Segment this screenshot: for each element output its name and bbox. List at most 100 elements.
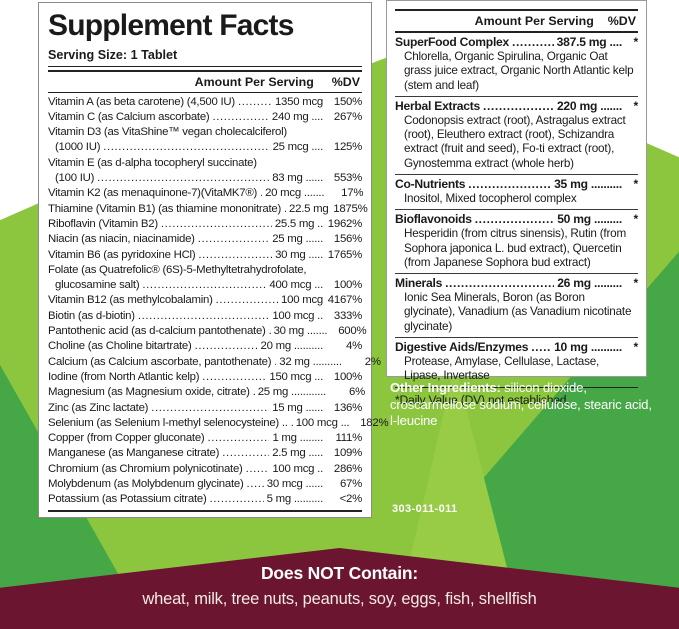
nutrient-dv: 600% (338, 325, 367, 338)
nutrient-label: Copper (from Copper gluconate) (48, 432, 205, 445)
blend-ingredients: Protease, Amylase, Cellulase, Lactase, L… (404, 355, 600, 383)
blend-heading: Bioflavonoids 50 mg ......... * (395, 212, 638, 227)
table-row: Chromium (as Chromium polynicotinate) 100… (48, 462, 362, 477)
blend-dv: * (633, 98, 639, 113)
blend-name: Bioflavonoids (395, 212, 472, 227)
blend-amount: 26 mg ......... (557, 276, 622, 291)
nutrient-dv: 286% (333, 462, 362, 475)
table-row: (100 IU) 83 mg ...... 553% (48, 171, 362, 186)
nutrient-amount: 100 mcg .. (272, 309, 323, 322)
dv-header: %DV (607, 14, 636, 28)
nutrient-amount: 100 mcg (281, 294, 323, 307)
nutrient-amount: 20 mg .......... (260, 340, 324, 353)
table-row: Calcium (as Calcium ascorbate, pantothen… (48, 355, 381, 370)
dot-leader (247, 477, 264, 492)
nutrient-amount: 100 mcg ... (295, 416, 350, 429)
blend-amount: 387.5 mg .... (556, 35, 623, 49)
nutrient-amount: 25.5 mg .. (274, 217, 323, 230)
nutrient-amount: 30 mg ....... (273, 325, 328, 338)
nutrient-dv: 150% (333, 95, 362, 108)
nutrient-amount: 2.5 mg ..... (272, 447, 323, 460)
banner-items: wheat, milk, tree nuts, peanuts, soy, eg… (142, 590, 537, 608)
nutrient-dv: 4% (346, 340, 362, 353)
table-row: Potassium (as Potassium citrate) 5 mg ...… (48, 492, 362, 507)
daily-value-footnote: *Daily Value (DV) not established. (395, 387, 638, 407)
supplement-facts-panel: Supplement Facts Serving Size: 1 Tablet … (38, 2, 389, 518)
table-row: glucosamine salt) 400 mcg ... 100% (48, 278, 362, 293)
nutrient-amount: 240 mg .... (271, 110, 323, 123)
dot-leader (216, 293, 278, 308)
nutrient-amount: 1350 mcg (274, 95, 323, 108)
dot-leader (475, 212, 554, 227)
nutrient-dv: 6% (349, 386, 366, 399)
amount-per-serving-header: Amount Per Serving (474, 14, 594, 28)
blend-heading: Digestive Aids/Enzymes 10 mg .......... * (395, 340, 638, 355)
nutrient-label: Niacin (as niacin, niacinamide) (48, 233, 195, 246)
dot-leader (291, 416, 293, 431)
blend-dv: * (633, 176, 639, 191)
dot-leader (138, 309, 270, 324)
blend-sections: SuperFood Complex387.5 mg ....*Chlorella… (395, 33, 638, 386)
nutrient-amount: 400 mcg ... (269, 279, 323, 292)
nutrient-label: Chromium (as Chromium polynicotinate) (48, 462, 243, 475)
table-row: Vitamin B6 (as pyridoxine HCl) 30 mg ....… (48, 248, 362, 263)
dot-leader (238, 95, 272, 110)
blend-heading: SuperFood Complex 387.5 mg .... * (395, 35, 638, 50)
nutrient-label: Folate (as Quatrefolic® (6S)-5-Methyltet… (48, 263, 307, 276)
dot-leader (212, 110, 268, 125)
nutrient-label: Vitamin B12 (as methylcobalamin) (48, 294, 213, 307)
nutrient-amount: 15 mg ...... (272, 401, 323, 414)
nutrient-label: Vitamin C (as Calcium ascorbate) (48, 110, 210, 123)
nutrient-label: Thiamine (Vitamin B1) (as thiamine monon… (48, 202, 282, 215)
nutrient-label: Riboflavin (Vitamin B2) (48, 217, 158, 230)
dot-leader (198, 232, 269, 247)
other-ingredients-text: silicon dioxide, croscarmellose sodium, … (390, 380, 652, 429)
table-row: Molybdenum (as Molybdenum glycinate) 30 m… (48, 477, 362, 492)
blend-name: Co-Nutrients (395, 176, 466, 191)
nutrient-dv: 100% (333, 279, 362, 292)
nutrient-label: Manganese (as Manganese citrate) (48, 447, 220, 460)
table-row: Vitamin B12 (as methylcobalamin) 100 mcg 4… (48, 293, 362, 308)
nutrient-amount: 5 mg .......... (266, 493, 324, 506)
table-row: (1000 IU) 25 mcg .... 125% (48, 140, 362, 155)
table-row: Choline (as Choline bitartrate) 20 mg ...… (48, 339, 362, 354)
column-header: Amount Per Serving %DV (395, 9, 638, 33)
other-ingredients-label: Other Ingredients: (390, 380, 501, 395)
blend-section: Minerals 26 mg ......... *Ionic Sea Minera… (395, 273, 638, 337)
dot-leader (195, 339, 258, 354)
blend-ingredients: Inositol, Mixed tocopherol complex (404, 192, 577, 206)
dot-leader (103, 140, 269, 155)
blend-ingredients: Codonopsis extract (root), Astragalus ex… (404, 114, 626, 170)
nutrient-dv: 100% (333, 370, 362, 383)
dot-leader (151, 401, 269, 416)
nutrient-label: Magnesium (as Magnesium oxide, citrate) (48, 386, 250, 399)
table-row: Folate (as Quatrefolic® (6S)-5-Methyltet… (48, 263, 362, 278)
dot-leader (531, 340, 551, 355)
panel-title: Supplement Facts (48, 9, 294, 42)
nutrient-label: Iodine (from North Atlantic kelp) (48, 370, 200, 383)
table-row: Magnesium (as Magnesium oxide, citrate) 2… (48, 385, 366, 400)
banner-title: Does NOT Contain: (260, 563, 418, 583)
other-ingredients: Other Ingredients: silicon dioxide, cros… (390, 380, 654, 430)
blend-amount: 50 mg ......... (557, 212, 622, 227)
dot-leader (222, 446, 269, 461)
nutrient-amount: 20 mcg ....... (265, 187, 325, 200)
dot-leader (161, 217, 272, 232)
dot-leader (97, 171, 269, 186)
nutrient-label: Choline (as Choline bitartrate) (48, 340, 192, 353)
nutrient-label: Pantothenic acid (as d-calcium pantothen… (48, 325, 266, 338)
nutrient-amount: 25 mg ............ (257, 386, 327, 399)
nutrient-label: (1000 IU) (55, 141, 101, 154)
nutrient-label: Selenium (as Selenium l-methyl selenocys… (48, 416, 288, 429)
column-header: Amount Per Serving %DV (48, 69, 362, 93)
table-row: Iodine (from North Atlantic kelp) 150 mcg… (48, 370, 362, 385)
serving-size: Serving Size: 1 Tablet (48, 48, 362, 67)
blend-section: Herbal Extracts 220 mg ....... * Codonopsis… (395, 95, 639, 174)
table-row: Pantothenic acid (as d-calcium pantothen… (48, 324, 367, 339)
table-row: Vitamin D3 (as VitaShine™ vegan cholecal… (48, 125, 362, 140)
dot-leader (445, 276, 554, 291)
blend-dv: * (633, 35, 639, 49)
dot-leader (512, 35, 554, 50)
blend-ingredients: Chlorella, Organic Spirulina, Organic Oa… (404, 50, 634, 92)
